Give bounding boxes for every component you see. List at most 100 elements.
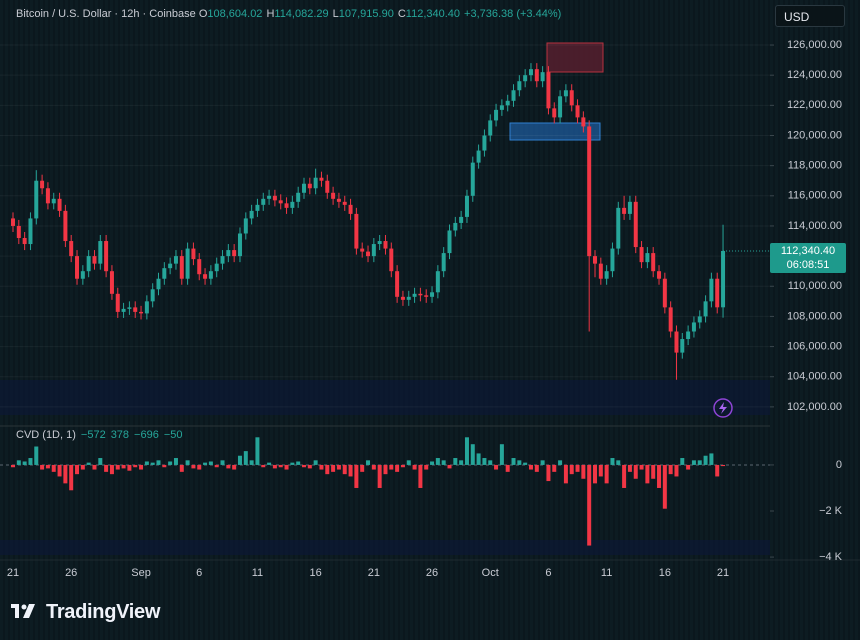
price-label: 112,340.40: [780, 244, 836, 257]
candle-body: [296, 192, 301, 202]
candle-body: [558, 96, 563, 118]
candle-body: [28, 218, 33, 245]
cvd-bar: [552, 464, 557, 472]
candle-body: [272, 195, 277, 201]
cvd-bar: [98, 458, 103, 465]
cvd-bar: [604, 464, 609, 484]
cvd-bar: [639, 464, 644, 470]
candle-body: [342, 201, 347, 205]
cvd-bar: [674, 464, 679, 477]
candle-body: [243, 218, 248, 234]
candle-body: [319, 177, 324, 181]
cvd-bar: [505, 464, 510, 472]
cvd-bar: [28, 458, 33, 465]
candle-body: [80, 271, 85, 279]
cvd-bar: [680, 458, 685, 465]
y-tick-label: 118,000.00: [788, 160, 842, 172]
candle-body: [412, 293, 417, 297]
y-tick-label: 0: [836, 459, 842, 471]
candle-body: [11, 218, 15, 226]
cvd-bar: [418, 464, 423, 488]
candle-body: [395, 271, 400, 297]
cvd-bar: [488, 460, 493, 465]
candle-body: [75, 256, 80, 279]
x-tick-label: 16: [659, 567, 671, 579]
currency-button[interactable]: USD: [775, 5, 845, 27]
cvd-bar: [302, 464, 306, 468]
cvd-bar: [226, 464, 231, 469]
chart-header: Bitcoin / U.S. Dollar · 12h · Coinbase O…: [16, 8, 565, 20]
x-tick-label: Sep: [131, 567, 151, 579]
cvd-bar: [610, 458, 615, 465]
cvd-bar: [593, 464, 597, 484]
y-tick-label: −4 K: [819, 551, 843, 563]
cvd-bar: [715, 464, 720, 477]
cvd-bar: [319, 464, 324, 470]
brand-logo: [11, 604, 35, 618]
event-icon[interactable]: [713, 398, 733, 418]
cvd-bar: [232, 464, 237, 470]
cvd-bar: [290, 462, 295, 465]
candle-body: [249, 210, 254, 219]
cvd-bar: [662, 464, 667, 509]
cvd-bar: [139, 464, 144, 470]
candle-body: [447, 230, 452, 254]
x-tick-label: 21: [717, 567, 729, 579]
cvd-bar: [307, 464, 312, 469]
candle-body: [278, 200, 283, 204]
candle-body: [569, 90, 574, 106]
y-tick-label: 120,000.00: [787, 129, 842, 141]
cvd-bar: [499, 444, 504, 465]
candle-body: [284, 203, 289, 208]
cvd-bar: [377, 464, 382, 488]
candle-body: [179, 256, 184, 279]
candle-body: [622, 207, 627, 214]
band: [0, 380, 770, 415]
cvd-bar: [528, 464, 533, 470]
candle-body: [162, 268, 167, 279]
candle-body: [226, 250, 231, 257]
support-zone: [509, 122, 601, 141]
field-label: L: [332, 8, 339, 20]
cvd-bar: [342, 464, 347, 475]
cvd-bar: [237, 455, 242, 465]
cvd-bar: [34, 446, 39, 465]
candle-body: [691, 322, 696, 332]
cvd-bar: [336, 464, 341, 470]
cvd-bar: [156, 460, 161, 465]
price-tag: 112,340.40 06:08:51: [770, 242, 846, 273]
candle-body: [639, 247, 644, 263]
candle-body: [208, 271, 213, 279]
event-icon-bolt: [719, 402, 727, 414]
indicator-value: 378: [110, 429, 130, 441]
candle-body: [156, 278, 161, 290]
x-tick-label: 26: [426, 567, 438, 579]
cvd-bar: [261, 464, 266, 468]
cvd-bar: [569, 464, 574, 475]
candle-body: [686, 331, 691, 340]
cvd-bar: [115, 464, 120, 470]
cvd-bar: [331, 464, 336, 472]
cvd-bar: [371, 464, 376, 470]
field-value: 107,915.90: [338, 8, 394, 20]
cvd-bar: [284, 464, 289, 470]
cvd-bar: [517, 460, 522, 465]
candle-body: [610, 248, 615, 272]
cvd-bar: [63, 464, 68, 484]
candle-body: [168, 263, 173, 269]
cvd-bar: [168, 461, 173, 465]
candle-body: [185, 248, 190, 279]
candle-body: [109, 271, 114, 294]
candle-body: [575, 105, 580, 118]
y-tick-label: 110,000.00: [788, 280, 842, 292]
y-tick-label: −2 K: [819, 505, 843, 517]
cvd-bar: [80, 464, 85, 470]
candle-body: [540, 72, 545, 82]
cvd-bar: [563, 464, 568, 484]
candle-body: [144, 301, 149, 314]
candle-body: [371, 244, 376, 257]
cvd-bar: [22, 461, 27, 465]
candle-body: [133, 307, 138, 312]
candle-body: [488, 120, 493, 136]
cvd-bar: [389, 464, 394, 470]
